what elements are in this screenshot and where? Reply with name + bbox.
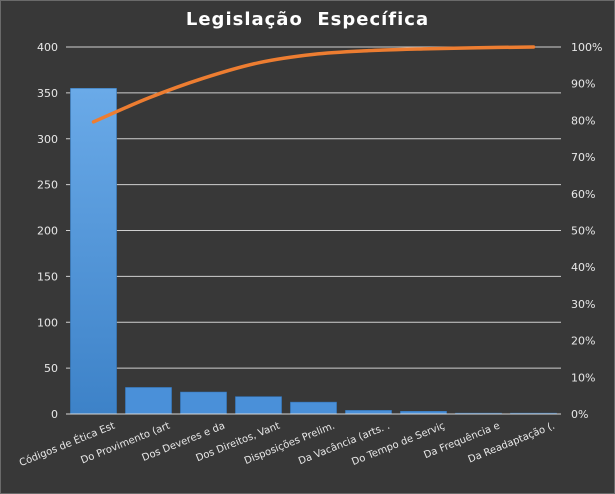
- y-tick-label: 300: [37, 133, 58, 146]
- y2-tick-label: 30%: [571, 298, 595, 311]
- y2-tick-label: 0%: [571, 408, 588, 421]
- y-tick-label: 350: [37, 87, 58, 100]
- y-tick-label: 100: [37, 316, 58, 329]
- cumulative-line: [91, 45, 536, 124]
- y-tick-label: 50: [44, 362, 58, 375]
- y-tick-label: 0: [51, 408, 58, 421]
- bar: [180, 391, 227, 415]
- y2-tick-label: 50%: [571, 225, 595, 238]
- y2-tick-label: 70%: [571, 151, 595, 164]
- y-tick-label: 200: [37, 225, 58, 238]
- y2-tick-label: 10%: [571, 371, 595, 384]
- y-tick-label: 400: [37, 41, 58, 54]
- x-tick-label: Do Tempo de Serviç: [350, 421, 446, 468]
- x-tick-label: Disposições Prelim.: [243, 421, 337, 467]
- y2-tick-label: 80%: [571, 114, 595, 127]
- y2-tick-label: 90%: [571, 78, 595, 91]
- x-tick-label: Da Vacância (arts. .: [297, 420, 392, 468]
- x-tick-label: Códigos de Ética Est: [17, 419, 117, 469]
- bar: [345, 410, 392, 415]
- y-tick-label: 250: [37, 179, 58, 192]
- bar: [235, 396, 282, 415]
- bar: [290, 401, 337, 415]
- y2-tick-label: 100%: [571, 41, 602, 54]
- chart-title: Legislação Específica: [185, 9, 430, 30]
- y2-tick-label: 40%: [571, 261, 595, 274]
- bar: [125, 387, 172, 415]
- y2-tick-label: 60%: [571, 188, 595, 201]
- y-tick-label: 150: [37, 270, 58, 283]
- bar: [70, 88, 117, 415]
- y2-tick-label: 20%: [571, 335, 595, 348]
